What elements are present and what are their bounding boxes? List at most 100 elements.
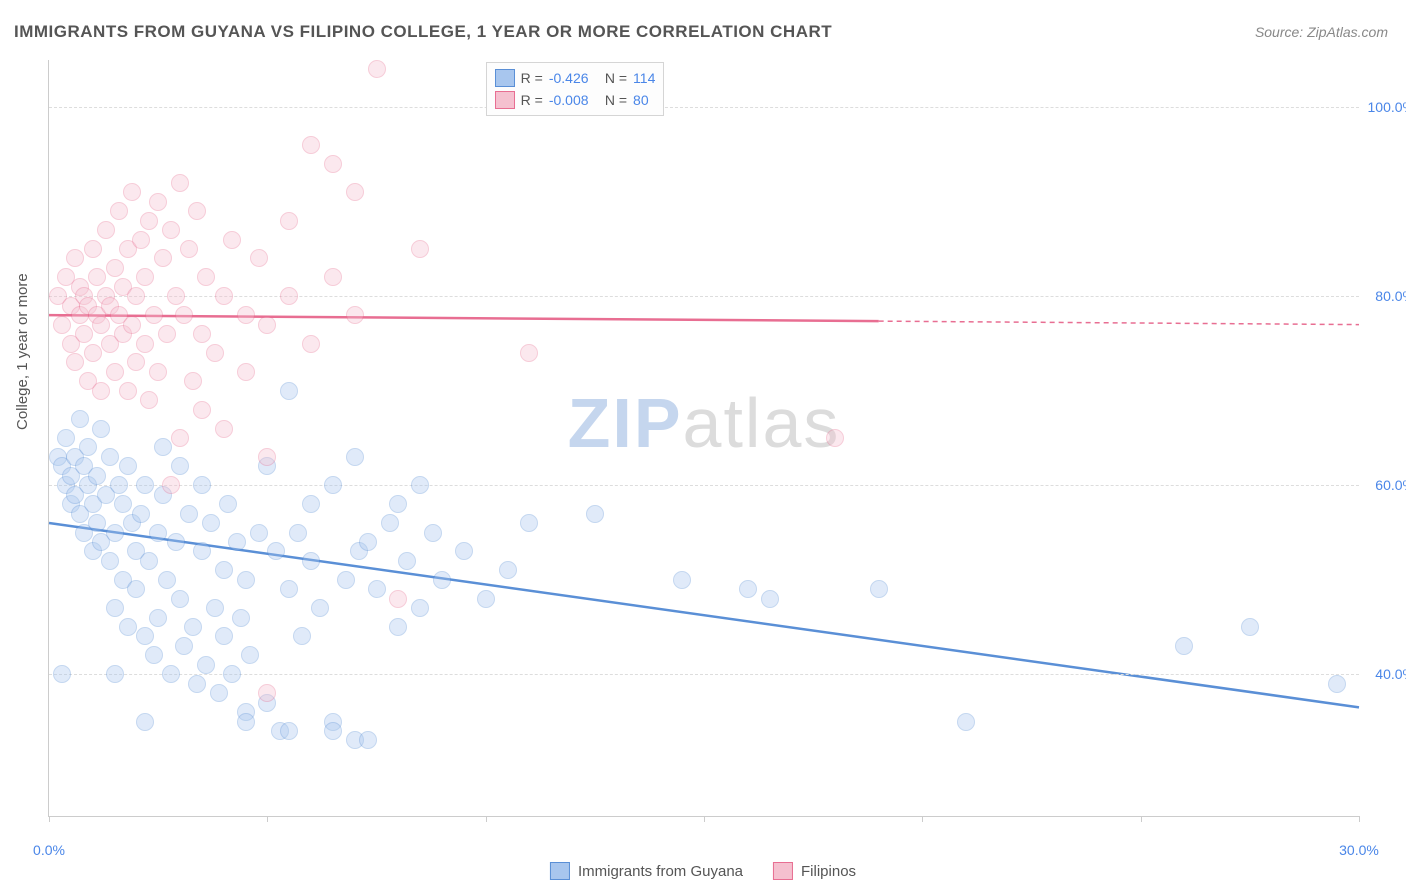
scatter-point <box>1328 675 1346 693</box>
x-tick-mark <box>267 816 268 822</box>
gridline <box>49 485 1359 486</box>
scatter-point <box>673 571 691 589</box>
scatter-point <box>826 429 844 447</box>
scatter-point <box>136 476 154 494</box>
scatter-point <box>162 221 180 239</box>
scatter-point <box>258 684 276 702</box>
scatter-point <box>79 438 97 456</box>
scatter-point <box>215 420 233 438</box>
legend-swatch <box>495 69 515 87</box>
scatter-point <box>106 259 124 277</box>
scatter-point <box>53 316 71 334</box>
legend-item: Immigrants from Guyana <box>550 862 743 880</box>
scatter-point <box>171 429 189 447</box>
scatter-point <box>66 249 84 267</box>
scatter-point <box>127 287 145 305</box>
legend-item: Filipinos <box>773 862 856 880</box>
n-label: N = <box>605 92 627 108</box>
scatter-point <box>136 627 154 645</box>
scatter-point <box>158 325 176 343</box>
scatter-point <box>520 514 538 532</box>
scatter-point <box>241 646 259 664</box>
scatter-point <box>75 325 93 343</box>
scatter-point <box>411 599 429 617</box>
scatter-point <box>88 268 106 286</box>
correlation-row: R =-0.008N =80 <box>495 89 656 111</box>
scatter-point <box>237 713 255 731</box>
scatter-point <box>101 448 119 466</box>
scatter-point <box>106 665 124 683</box>
scatter-point <box>324 476 342 494</box>
scatter-point <box>280 722 298 740</box>
scatter-point <box>206 599 224 617</box>
scatter-point <box>232 609 250 627</box>
scatter-point <box>280 580 298 598</box>
scatter-point <box>359 731 377 749</box>
scatter-point <box>92 420 110 438</box>
scatter-point <box>870 580 888 598</box>
legend-swatch <box>773 862 793 880</box>
scatter-point <box>433 571 451 589</box>
legend-swatch <box>550 862 570 880</box>
scatter-point <box>302 552 320 570</box>
scatter-point <box>188 202 206 220</box>
scatter-point <box>424 524 442 542</box>
scatter-point <box>184 372 202 390</box>
x-tick-mark <box>486 816 487 822</box>
scatter-point <box>71 410 89 428</box>
watermark: ZIPatlas <box>568 383 841 463</box>
legend-label: Filipinos <box>801 863 856 880</box>
scatter-point <box>586 505 604 523</box>
scatter-point <box>132 231 150 249</box>
scatter-point <box>123 316 141 334</box>
y-axis-label: College, 1 year or more <box>14 273 31 430</box>
scatter-point <box>389 495 407 513</box>
scatter-point <box>280 382 298 400</box>
scatter-point <box>180 240 198 258</box>
scatter-point <box>140 212 158 230</box>
scatter-point <box>250 524 268 542</box>
correlation-row: R =-0.426N =114 <box>495 67 656 89</box>
bottom-legend: Immigrants from Guyana Filipinos <box>550 862 856 880</box>
x-tick-label: 30.0% <box>1339 842 1379 858</box>
scatter-point <box>97 221 115 239</box>
scatter-point <box>145 306 163 324</box>
scatter-point <box>411 240 429 258</box>
r-label: R = <box>521 70 543 86</box>
scatter-point <box>193 325 211 343</box>
n-value: 80 <box>633 92 649 108</box>
scatter-point <box>154 249 172 267</box>
scatter-point <box>197 656 215 674</box>
scatter-point <box>110 202 128 220</box>
scatter-point <box>302 136 320 154</box>
scatter-point <box>324 268 342 286</box>
scatter-point <box>114 495 132 513</box>
scatter-point <box>66 353 84 371</box>
scatter-point <box>184 618 202 636</box>
source-name: ZipAtlas.com <box>1307 24 1388 40</box>
scatter-point <box>119 618 137 636</box>
gridline <box>49 674 1359 675</box>
scatter-point <box>119 382 137 400</box>
scatter-point <box>499 561 517 579</box>
scatter-point <box>311 599 329 617</box>
scatter-point <box>237 571 255 589</box>
scatter-point <box>302 335 320 353</box>
scatter-point <box>267 542 285 560</box>
scatter-point <box>145 646 163 664</box>
scatter-point <box>258 316 276 334</box>
x-tick-mark <box>49 816 50 822</box>
scatter-point <box>237 306 255 324</box>
source-label: Source: <box>1255 24 1303 40</box>
watermark-zip: ZIP <box>568 384 683 462</box>
scatter-point <box>136 268 154 286</box>
n-value: 114 <box>633 70 655 86</box>
legend-label: Immigrants from Guyana <box>578 863 743 880</box>
scatter-point <box>140 391 158 409</box>
scatter-point <box>289 524 307 542</box>
correlation-legend-box: R =-0.426N =114R =-0.008N =80 <box>486 62 665 116</box>
scatter-point <box>162 476 180 494</box>
y-tick-label: 80.0% <box>1375 288 1406 304</box>
chart-title: IMMIGRANTS FROM GUYANA VS FILIPINO COLLE… <box>14 22 832 42</box>
scatter-point <box>167 287 185 305</box>
